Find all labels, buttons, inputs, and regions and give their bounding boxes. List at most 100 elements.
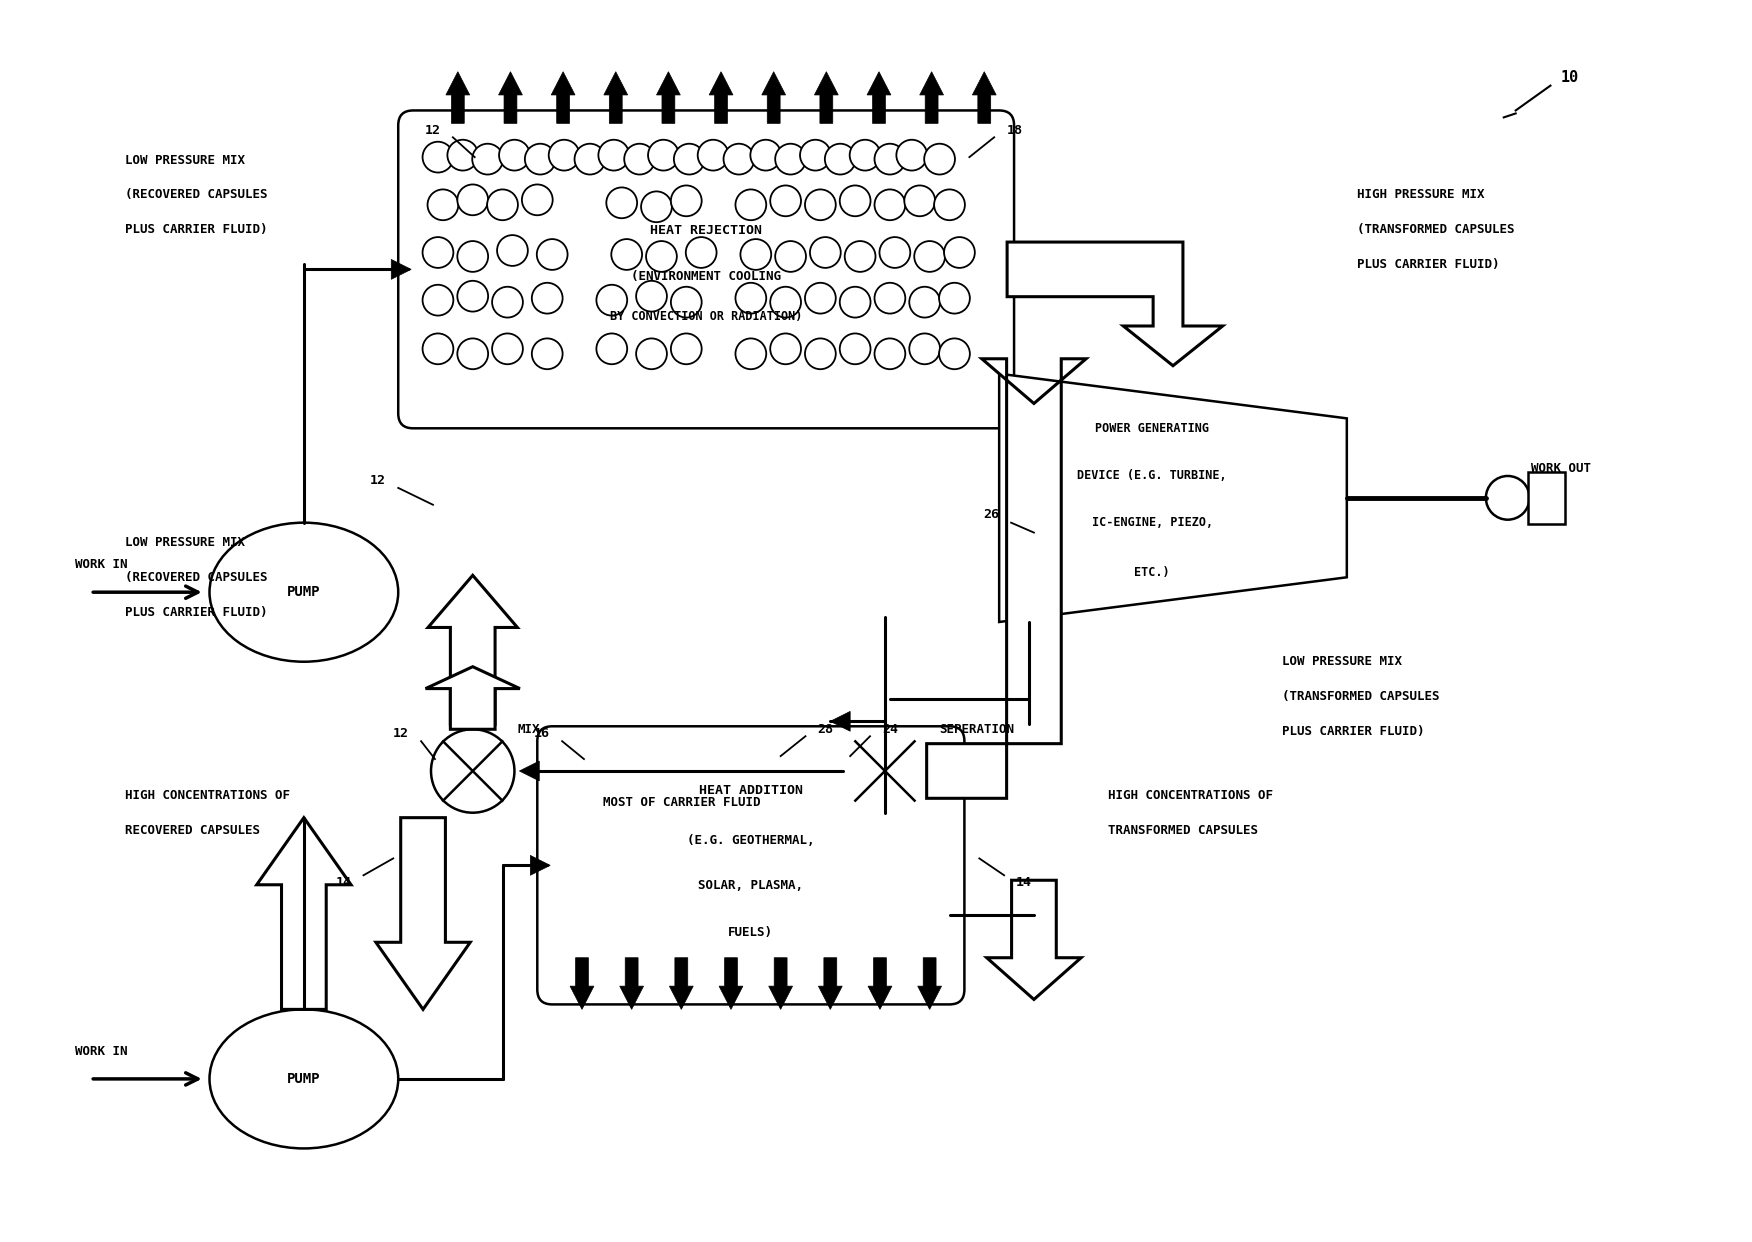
- Circle shape: [839, 287, 871, 318]
- Circle shape: [804, 190, 836, 220]
- Text: HIGH CONCENTRATIONS OF: HIGH CONCENTRATIONS OF: [1109, 790, 1274, 802]
- Circle shape: [850, 140, 881, 170]
- Bar: [1528, 472, 1565, 524]
- Circle shape: [596, 284, 627, 315]
- Circle shape: [939, 338, 971, 369]
- Text: 14: 14: [336, 876, 352, 889]
- Circle shape: [473, 144, 503, 175]
- Text: (E.G. GEOTHERMAL,: (E.G. GEOTHERMAL,: [687, 835, 815, 847]
- Polygon shape: [1020, 704, 1039, 724]
- Circle shape: [685, 237, 717, 268]
- Circle shape: [646, 241, 676, 272]
- Polygon shape: [258, 817, 350, 1010]
- Circle shape: [843, 729, 927, 812]
- Circle shape: [904, 185, 936, 216]
- Polygon shape: [830, 712, 850, 732]
- Polygon shape: [718, 958, 743, 1010]
- Circle shape: [934, 190, 965, 220]
- Text: 24: 24: [881, 723, 899, 735]
- Text: RECOVERED CAPSULES: RECOVERED CAPSULES: [124, 825, 259, 837]
- Polygon shape: [918, 958, 941, 1010]
- Circle shape: [771, 333, 801, 364]
- Circle shape: [675, 144, 704, 175]
- Circle shape: [939, 283, 971, 313]
- Polygon shape: [669, 958, 694, 1010]
- Polygon shape: [447, 72, 470, 123]
- Polygon shape: [999, 374, 1347, 622]
- Circle shape: [750, 140, 781, 170]
- Polygon shape: [762, 72, 785, 123]
- Text: LOW PRESSURE MIX: LOW PRESSURE MIX: [124, 154, 245, 166]
- Polygon shape: [867, 958, 892, 1010]
- Circle shape: [457, 338, 489, 369]
- Polygon shape: [569, 958, 594, 1010]
- Text: ETC.): ETC.): [1134, 566, 1170, 579]
- Polygon shape: [927, 359, 1086, 799]
- Text: DEVICE (E.G. TURBINE,: DEVICE (E.G. TURBINE,: [1077, 469, 1226, 482]
- Polygon shape: [657, 72, 680, 123]
- Circle shape: [431, 729, 515, 812]
- Text: PLUS CARRIER FLUID): PLUS CARRIER FLUID): [1356, 258, 1500, 271]
- Circle shape: [774, 144, 806, 175]
- Polygon shape: [1007, 242, 1223, 365]
- Circle shape: [499, 140, 529, 170]
- Circle shape: [641, 191, 671, 222]
- Circle shape: [611, 238, 641, 270]
- Text: PUMP: PUMP: [287, 1072, 321, 1086]
- Circle shape: [427, 190, 459, 220]
- Text: (RECOVERED CAPSULES: (RECOVERED CAPSULES: [124, 571, 268, 584]
- Polygon shape: [377, 817, 470, 1010]
- Circle shape: [874, 338, 906, 369]
- Circle shape: [736, 338, 766, 369]
- Circle shape: [697, 140, 729, 170]
- Text: MIX: MIX: [517, 723, 540, 735]
- Circle shape: [422, 284, 454, 315]
- Text: IC-ENGINE, PIEZO,: IC-ENGINE, PIEZO,: [1091, 517, 1212, 529]
- Circle shape: [804, 338, 836, 369]
- Text: LOW PRESSURE MIX: LOW PRESSURE MIX: [124, 537, 245, 549]
- Polygon shape: [620, 958, 643, 1010]
- Text: PUMP: PUMP: [287, 585, 321, 599]
- Circle shape: [771, 185, 801, 216]
- Polygon shape: [519, 761, 540, 781]
- Circle shape: [671, 287, 703, 318]
- Circle shape: [1486, 476, 1529, 519]
- Circle shape: [492, 287, 522, 318]
- Text: 18: 18: [1007, 124, 1023, 137]
- Polygon shape: [818, 958, 843, 1010]
- Text: MOST OF CARRIER FLUID: MOST OF CARRIER FLUID: [603, 796, 760, 810]
- Circle shape: [624, 144, 655, 175]
- Circle shape: [825, 144, 855, 175]
- Circle shape: [636, 281, 668, 312]
- Circle shape: [897, 140, 927, 170]
- Ellipse shape: [210, 1010, 398, 1149]
- Polygon shape: [867, 72, 892, 123]
- Polygon shape: [499, 72, 522, 123]
- Circle shape: [774, 241, 806, 272]
- Polygon shape: [920, 72, 944, 123]
- Text: WORK OUT: WORK OUT: [1531, 462, 1591, 474]
- Circle shape: [548, 140, 580, 170]
- Polygon shape: [972, 72, 997, 123]
- Circle shape: [804, 283, 836, 313]
- Text: PLUS CARRIER FLUID): PLUS CARRIER FLUID): [1282, 725, 1424, 738]
- Text: PLUS CARRIER FLUID): PLUS CARRIER FLUID): [124, 606, 268, 619]
- Circle shape: [839, 185, 871, 216]
- Text: (TRANSFORMED CAPSULES: (TRANSFORMED CAPSULES: [1282, 691, 1440, 703]
- Circle shape: [447, 140, 478, 170]
- Ellipse shape: [210, 523, 398, 662]
- Text: POWER GENERATING: POWER GENERATING: [1095, 422, 1209, 435]
- Text: 12: 12: [370, 474, 385, 487]
- Circle shape: [599, 140, 629, 170]
- Text: 26: 26: [983, 508, 999, 522]
- Circle shape: [522, 185, 552, 215]
- Polygon shape: [815, 72, 837, 123]
- Text: HIGH CONCENTRATIONS OF: HIGH CONCENTRATIONS OF: [124, 790, 291, 802]
- Text: SEPERATION: SEPERATION: [939, 723, 1014, 735]
- Text: LOW PRESSURE MIX: LOW PRESSURE MIX: [1282, 656, 1402, 668]
- Polygon shape: [986, 881, 1081, 1000]
- Circle shape: [536, 238, 568, 270]
- Circle shape: [671, 333, 703, 364]
- Text: (ENVIRONMENT COOLING: (ENVIRONMENT COOLING: [631, 270, 781, 283]
- Circle shape: [724, 144, 755, 175]
